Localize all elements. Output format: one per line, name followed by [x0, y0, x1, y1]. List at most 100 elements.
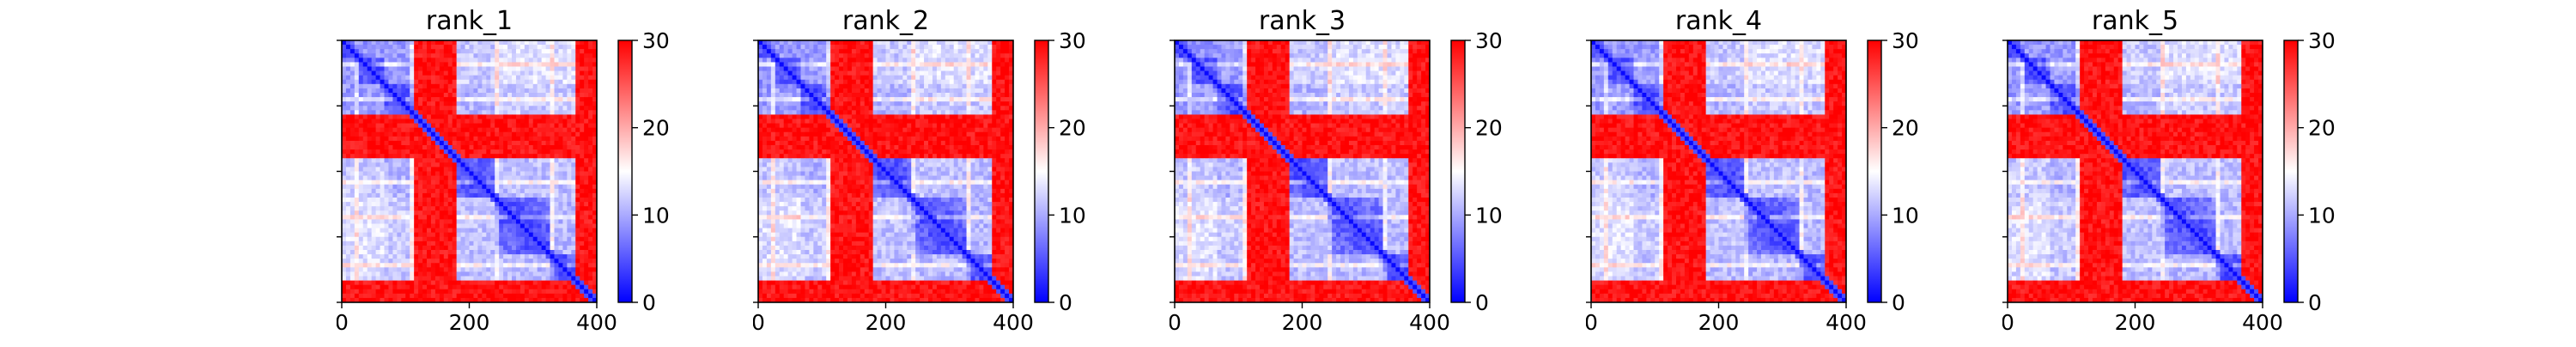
heatmap-cell: [542, 93, 546, 97]
heatmap-cell: [507, 193, 512, 198]
heatmap-cell: [440, 76, 444, 80]
heatmap-cell: [431, 202, 435, 206]
heatmap-cell: [1000, 101, 1005, 106]
heatmap-cell: [571, 106, 575, 110]
heatmap-cell: [813, 124, 817, 128]
heatmap-cell: [477, 97, 482, 101]
heatmap-cell: [954, 114, 958, 119]
heatmap-cell: [788, 71, 793, 76]
heatmap-cell: [410, 132, 414, 137]
heatmap-cell: [368, 110, 372, 114]
heatmap-cell: [486, 137, 490, 141]
heatmap-cell: [388, 189, 392, 193]
heatmap-cell: [470, 219, 474, 223]
heatmap-cell: [873, 110, 878, 114]
heatmap-cell: [516, 215, 520, 219]
heatmap-cell: [368, 172, 372, 176]
heatmap-cell: [520, 62, 525, 66]
heatmap-cell: [520, 88, 525, 93]
heatmap-cell: [562, 62, 567, 66]
heatmap-cell: [392, 114, 397, 119]
heatmap-cell: [397, 198, 401, 202]
heatmap-cell: [470, 167, 474, 171]
heatmap-cell: [817, 58, 822, 62]
heatmap-cell: [937, 119, 941, 124]
heatmap-cell: [482, 76, 486, 80]
heatmap-cell: [1005, 58, 1009, 62]
heatmap-cell: [983, 106, 987, 110]
heatmap-cell: [482, 263, 486, 267]
heatmap-cell: [486, 49, 490, 53]
heatmap-cell: [567, 202, 571, 206]
heatmap-cell: [512, 162, 516, 167]
heatmap-cell: [979, 101, 983, 106]
heatmap-cell: [477, 71, 482, 76]
heatmap-cell: [486, 97, 490, 101]
heatmap-cell: [856, 106, 860, 110]
heatmap-cell: [584, 149, 588, 154]
heatmap-cell: [410, 80, 414, 84]
heatmap-cell: [440, 110, 444, 114]
heatmap-cell: [784, 49, 788, 53]
heatmap-cell: [920, 88, 924, 93]
heatmap-cell: [584, 88, 588, 93]
heatmap-cell: [915, 110, 920, 114]
heatmap-cell: [562, 114, 567, 119]
heatmap-cell: [470, 62, 474, 66]
heatmap-cell: [461, 241, 465, 246]
heatmap-cell: [482, 101, 486, 106]
heatmap-cell: [427, 88, 431, 93]
heatmap-cell: [907, 101, 911, 106]
heatmap-cell: [588, 119, 592, 124]
heatmap-cell: [376, 58, 380, 62]
heatmap-cells: [758, 40, 1013, 302]
heatmap-cell: [503, 206, 507, 210]
heatmap-cell: [418, 97, 422, 101]
heatmap-cell: [562, 71, 567, 76]
heatmap-cell: [975, 58, 979, 62]
heatmap-cell: [346, 88, 350, 93]
heatmap-cell: [405, 206, 410, 210]
heatmap-cell: [996, 45, 1000, 49]
heatmap-cell: [588, 202, 592, 206]
heatmap-cell: [575, 167, 580, 171]
heatmap-cell: [418, 180, 422, 185]
heatmap-cell: [359, 101, 363, 106]
heatmap-cell: [550, 80, 555, 84]
heatmap-cell: [405, 193, 410, 198]
heatmap-cell: [385, 137, 389, 141]
heatmap-cell: [440, 167, 444, 171]
heatmap-cell: [457, 285, 461, 289]
heatmap-cell: [376, 137, 380, 141]
heatmap-cell: [385, 237, 389, 241]
heatmap-cell: [346, 93, 350, 97]
heatmap-cell: [797, 93, 801, 97]
heatmap-cell: [372, 189, 376, 193]
heatmap-cell: [431, 228, 435, 233]
heatmap-cell: [440, 237, 444, 241]
heatmap-cell: [562, 137, 567, 141]
heatmap-cell: [967, 62, 971, 66]
heatmap-cell: [933, 84, 937, 88]
heatmap-cell: [894, 124, 898, 128]
heatmap-cell: [584, 158, 588, 162]
heatmap-cell: [542, 71, 546, 76]
heatmap-cell: [575, 45, 580, 49]
heatmap-cell: [401, 202, 405, 206]
heatmap-cell: [448, 58, 453, 62]
heatmap-cell: [405, 141, 410, 145]
heatmap-cell: [385, 167, 389, 171]
heatmap-cell: [562, 285, 567, 289]
heatmap-cell: [520, 241, 525, 246]
heatmap-cell: [869, 93, 873, 97]
heatmap-cell: [954, 84, 958, 88]
heatmap-cell: [388, 76, 392, 80]
heatmap-cell: [945, 58, 950, 62]
heatmap-cell: [546, 62, 550, 66]
heatmap-cell: [937, 97, 941, 101]
heatmap-cell: [346, 62, 350, 66]
heatmap-cell: [882, 119, 886, 124]
heatmap-cell: [448, 294, 453, 298]
heatmap-cell: [444, 119, 448, 124]
heatmap-cell: [550, 149, 555, 154]
